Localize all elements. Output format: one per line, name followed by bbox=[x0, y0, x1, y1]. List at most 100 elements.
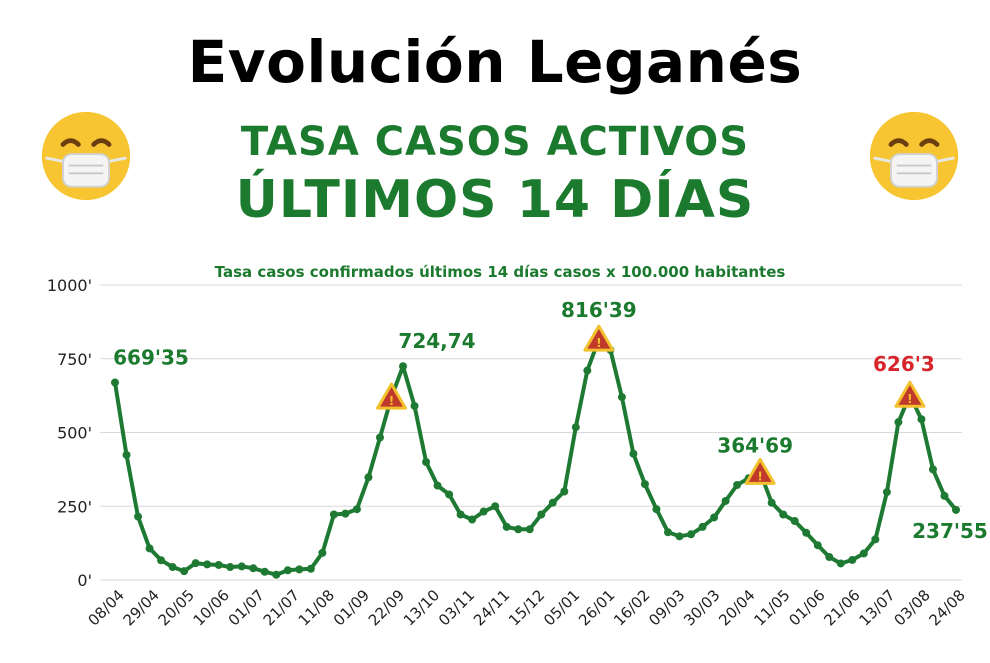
x-tick-label: 03/11 bbox=[435, 586, 478, 629]
data-point bbox=[330, 511, 338, 519]
y-tick-label: 500' bbox=[57, 424, 92, 443]
data-label: 669'35 bbox=[113, 346, 189, 370]
data-point bbox=[814, 541, 822, 549]
data-point bbox=[526, 525, 534, 533]
warning-icon: ! bbox=[746, 459, 774, 483]
x-tick-label: 24/11 bbox=[470, 586, 513, 629]
data-point bbox=[537, 511, 545, 519]
line-chart: Tasa casos confirmados últimos 14 días c… bbox=[0, 0, 990, 663]
data-point bbox=[284, 566, 292, 574]
x-tick-label: 13/10 bbox=[400, 586, 443, 629]
data-point bbox=[295, 565, 303, 573]
data-point bbox=[572, 423, 580, 431]
data-point bbox=[457, 511, 465, 519]
x-tick-label: 05/01 bbox=[540, 586, 583, 629]
data-point bbox=[733, 481, 741, 489]
x-tick-label: 15/12 bbox=[505, 586, 548, 629]
data-point bbox=[929, 465, 937, 473]
y-tick-label: 750' bbox=[57, 350, 92, 369]
data-point bbox=[341, 510, 349, 518]
data-point bbox=[894, 418, 902, 426]
warning-exclamation: ! bbox=[389, 394, 394, 408]
warning-exclamation: ! bbox=[907, 392, 912, 406]
data-point bbox=[802, 529, 810, 537]
x-tick-label: 26/01 bbox=[575, 586, 618, 629]
data-point bbox=[722, 497, 730, 505]
data-point bbox=[768, 499, 776, 507]
data-point bbox=[180, 567, 188, 575]
data-point bbox=[791, 517, 799, 525]
warning-icon: ! bbox=[896, 382, 924, 406]
series-line bbox=[115, 339, 956, 575]
data-point bbox=[480, 508, 488, 516]
data-point bbox=[652, 505, 660, 513]
data-point bbox=[123, 451, 131, 459]
x-tick-label: 20/05 bbox=[155, 586, 198, 629]
warning-exclamation: ! bbox=[757, 469, 762, 483]
data-point bbox=[226, 563, 234, 571]
data-point bbox=[491, 502, 499, 510]
y-tick-label: 1000' bbox=[47, 276, 92, 295]
x-tick-label: 16/02 bbox=[610, 586, 653, 629]
data-point bbox=[318, 549, 326, 557]
chart-title: Tasa casos confirmados últimos 14 días c… bbox=[215, 263, 786, 281]
data-point bbox=[376, 434, 384, 442]
data-point bbox=[134, 513, 142, 521]
data-point bbox=[364, 473, 372, 481]
x-tick-label: 30/03 bbox=[680, 586, 723, 629]
data-point bbox=[848, 556, 856, 564]
data-point bbox=[664, 528, 672, 536]
data-point bbox=[272, 571, 280, 579]
x-tick-label: 09/03 bbox=[645, 586, 688, 629]
data-label: 364'69 bbox=[717, 433, 793, 457]
x-tick-label: 11/08 bbox=[295, 586, 338, 629]
data-point bbox=[687, 530, 695, 538]
data-point bbox=[445, 490, 453, 498]
data-point bbox=[860, 549, 868, 557]
data-point bbox=[146, 544, 154, 552]
x-tick-label: 01/07 bbox=[225, 586, 268, 629]
data-point bbox=[353, 505, 361, 513]
warning-icon: ! bbox=[585, 326, 613, 350]
data-point bbox=[411, 402, 419, 410]
data-point bbox=[940, 492, 948, 500]
data-point bbox=[583, 367, 591, 375]
data-point bbox=[549, 499, 557, 507]
data-point bbox=[629, 450, 637, 458]
data-point bbox=[111, 379, 119, 387]
data-point bbox=[883, 488, 891, 496]
warning-exclamation: ! bbox=[596, 336, 601, 350]
x-tick-label: 20/04 bbox=[715, 586, 758, 629]
x-tick-label: 08/04 bbox=[85, 586, 128, 629]
data-label: 237'55 bbox=[912, 519, 988, 543]
data-point bbox=[779, 511, 787, 519]
x-tick-label: 10/06 bbox=[190, 586, 233, 629]
data-point bbox=[618, 393, 626, 401]
data-point bbox=[215, 561, 223, 569]
x-tick-label: 13/07 bbox=[855, 586, 898, 629]
warning-icon: ! bbox=[377, 384, 405, 408]
data-point bbox=[238, 562, 246, 570]
data-point bbox=[434, 482, 442, 490]
data-point bbox=[676, 532, 684, 540]
x-tick-label: 21/07 bbox=[260, 586, 303, 629]
data-point bbox=[952, 506, 960, 514]
data-point bbox=[871, 535, 879, 543]
data-point bbox=[641, 480, 649, 488]
x-tick-label: 24/08 bbox=[926, 586, 969, 629]
data-point bbox=[837, 559, 845, 567]
data-point bbox=[422, 458, 430, 466]
data-point bbox=[261, 568, 269, 576]
data-point bbox=[825, 553, 833, 561]
data-point bbox=[249, 564, 257, 572]
y-tick-label: 250' bbox=[57, 497, 92, 516]
data-point bbox=[203, 560, 211, 568]
data-point bbox=[307, 565, 315, 573]
data-point bbox=[917, 415, 925, 423]
data-label: 724,74 bbox=[398, 329, 475, 353]
data-point bbox=[169, 563, 177, 571]
x-tick-label: 22/09 bbox=[365, 586, 408, 629]
data-label: 816'39 bbox=[561, 298, 637, 322]
x-tick-label: 01/09 bbox=[330, 586, 373, 629]
data-point bbox=[192, 559, 200, 567]
